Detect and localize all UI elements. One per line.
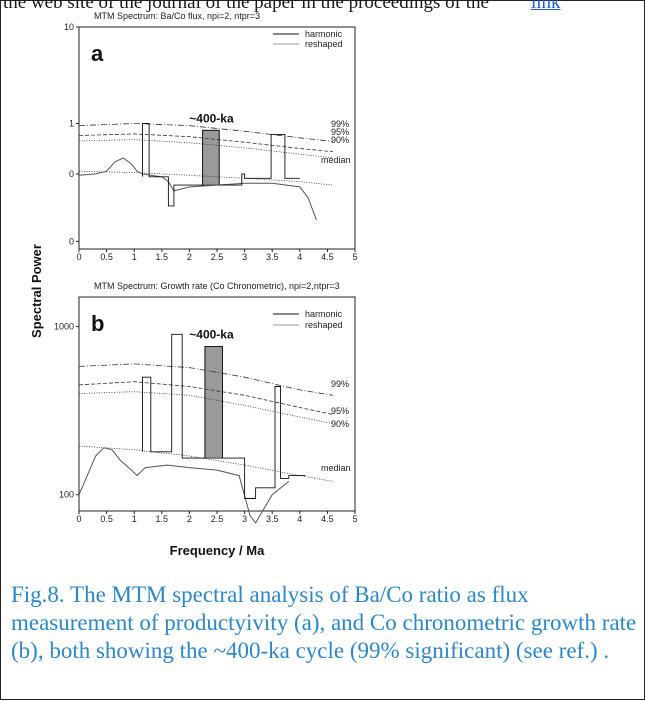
confidence-label: median [321, 463, 351, 473]
y-tick-label: 1 [69, 118, 74, 128]
panel-letter: a [91, 41, 104, 66]
x-tick-label: 5 [352, 252, 357, 262]
x-tick-label: 5 [352, 514, 357, 524]
panel-b-title: MTM Spectrum: Growth rate (Co Chronometr… [94, 281, 340, 291]
panel-letter: b [91, 311, 104, 336]
header-text: the web site of the journal of the paper… [3, 0, 489, 13]
legend-label-reshaped: reshaped [305, 39, 343, 49]
x-tick-label: 2.5 [211, 252, 224, 262]
x-tick-label: 1.5 [156, 252, 169, 262]
x-tick-label: 3.5 [266, 252, 279, 262]
x-tick-label: 0 [76, 514, 81, 524]
annotation-400ka: ~400-ka [189, 111, 234, 125]
x-tick-label: 2 [187, 514, 192, 524]
legend-label-harmonic: harmonic [305, 309, 343, 319]
confidence-label: 90% [331, 135, 349, 145]
header-link[interactable]: link [531, 0, 561, 13]
y-tick-label: 0 [69, 169, 74, 179]
x-tick-label: 3 [242, 514, 247, 524]
confidence-line-99 [78, 123, 333, 142]
annotation-400ka: ~400-ka [189, 328, 234, 342]
harmonic-line [142, 333, 306, 499]
x-tick-label: 4 [297, 514, 302, 524]
reshaped-line [78, 157, 317, 221]
y-tick-label: 100 [59, 490, 74, 500]
y-tick-label: 10 [64, 22, 74, 32]
confidence-label: 90% [331, 419, 349, 429]
reshaped-line [78, 447, 290, 524]
x-tick-label: 0 [76, 252, 81, 262]
x-tick-label: 2 [187, 252, 192, 262]
confidence-line-99 [78, 363, 333, 396]
legend-label-reshaped: reshaped [305, 320, 343, 330]
confidence-line-median [78, 170, 333, 186]
y-tick-label: 1000 [54, 322, 74, 332]
x-tick-label: 0.5 [100, 514, 113, 524]
confidence-line-95 [78, 381, 333, 415]
x-axis-title: Frequency / Ma [170, 543, 265, 558]
band-400ka [204, 346, 223, 459]
x-tick-label: 4.5 [321, 252, 334, 262]
figure-caption: Fig.8. The MTM spectral analysis of Ba/C… [11, 582, 637, 663]
x-tick-label: 1 [132, 252, 137, 262]
confidence-label: 99% [331, 119, 349, 129]
confidence-label: 95% [331, 127, 349, 137]
x-tick-label: 1 [132, 514, 137, 524]
confidence-label: median [321, 155, 351, 165]
x-tick-label: 2.5 [211, 514, 224, 524]
panel-a-title: MTM Spectrum: Ba/Co flux, npi=2, ntpr=3 [94, 11, 260, 21]
confidence-label: 95% [331, 406, 349, 416]
x-tick-label: 4 [297, 252, 302, 262]
harmonic-line [142, 123, 300, 207]
confidence-line-90 [78, 139, 333, 159]
legend-label-harmonic: harmonic [305, 29, 343, 39]
x-tick-label: 3.5 [266, 514, 279, 524]
y-axis-title: Spectral Power [29, 244, 44, 338]
x-tick-label: 0.5 [100, 252, 113, 262]
x-tick-label: 3 [242, 252, 247, 262]
x-tick-label: 1.5 [156, 514, 169, 524]
panel-b-chart: MTM Spectrum: Growth rate (Co Chronometr… [54, 281, 358, 524]
confidence-label: 99% [331, 379, 349, 389]
x-tick-label: 4.5 [321, 514, 334, 524]
confidence-line-95 [78, 133, 333, 153]
panel-a-chart: MTM Spectrum: Ba/Co flux, npi=2, ntpr=3 0… [64, 11, 358, 262]
y-tick-label: 0 [69, 236, 74, 246]
